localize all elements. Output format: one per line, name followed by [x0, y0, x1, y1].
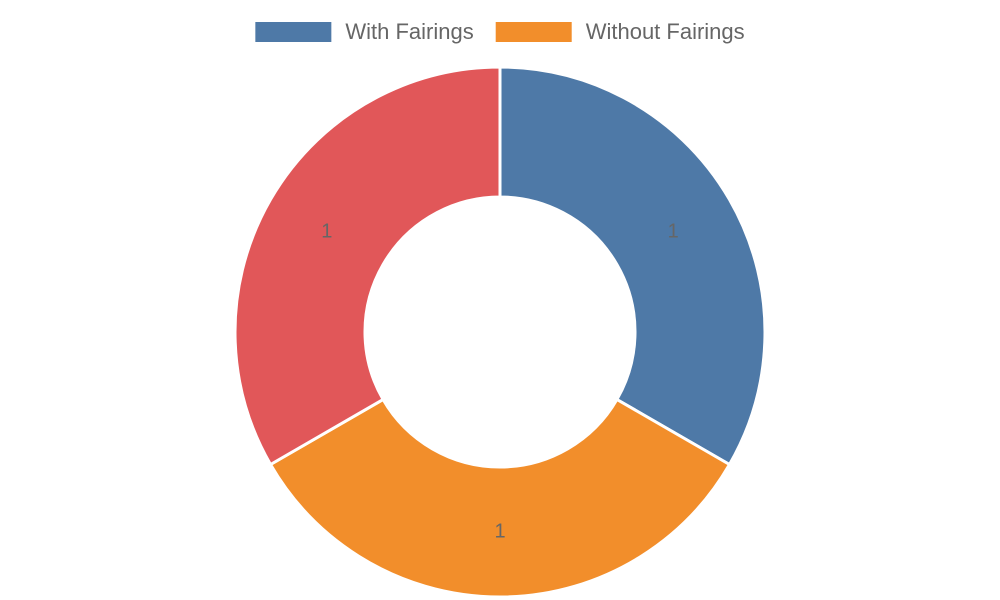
data-label: 1 [321, 220, 332, 242]
legend-swatch [255, 22, 332, 42]
doughnut-segment [233, 65, 502, 467]
data-label: 1 [668, 220, 679, 242]
doughnut-segment [498, 65, 767, 467]
legend-swatch [495, 22, 572, 42]
legend: With Fairings Without Fairings [255, 19, 745, 44]
doughnut-segment [268, 397, 732, 599]
data-label: 1 [494, 520, 505, 542]
legend-label: With Fairings [345, 19, 473, 44]
legend-label: Without Fairings [586, 19, 745, 44]
